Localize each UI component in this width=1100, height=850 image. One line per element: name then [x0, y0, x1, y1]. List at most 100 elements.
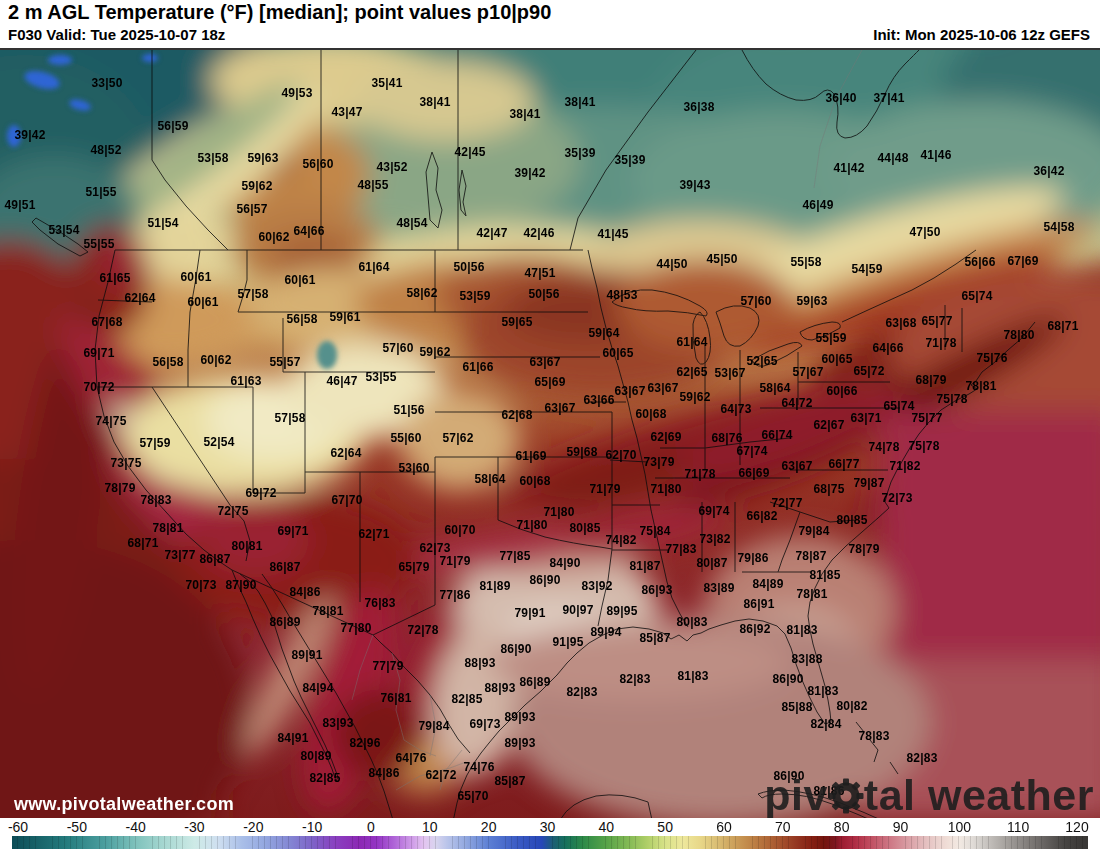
point-value: 62|67 [813, 418, 844, 432]
point-value: 70|72 [83, 380, 114, 394]
colorbar-tick-label: 0 [367, 819, 375, 835]
colorbar: -60-50-40-30-20-100102030405060708090100… [0, 818, 1100, 850]
point-value: 64|66 [872, 341, 903, 355]
point-value: 89|95 [606, 604, 637, 618]
point-value: 86|89 [519, 675, 550, 689]
point-value: 86|92 [739, 622, 770, 636]
point-value: 71|79 [439, 554, 470, 568]
header: 2 m AGL Temperature (°F) [median]; point… [0, 0, 1100, 48]
point-value: 77|83 [665, 542, 696, 556]
point-value: 57|67 [792, 365, 823, 379]
point-value: 62|73 [419, 541, 450, 555]
point-value: 47|51 [524, 266, 555, 280]
point-value: 39|43 [679, 178, 710, 192]
point-value: 71|80 [650, 482, 681, 496]
colorbar-tick-label: 120 [1065, 819, 1088, 835]
point-value: 79|91 [514, 606, 545, 620]
point-value: 62|65 [676, 365, 707, 379]
point-value: 73|77 [164, 548, 195, 562]
point-value: 63|67 [647, 381, 678, 395]
point-value: 66|74 [761, 428, 792, 442]
point-value: 64|73 [720, 402, 751, 416]
point-value: 78|87 [795, 549, 826, 563]
point-value: 81|85 [809, 568, 840, 582]
point-value: 79|86 [737, 551, 768, 565]
point-value: 84|86 [289, 585, 320, 599]
point-value: 53|59 [459, 289, 490, 303]
point-value: 54|59 [851, 262, 882, 276]
point-value: 68|71 [1047, 319, 1078, 333]
point-value: 63|67 [614, 384, 645, 398]
point-value: 84|94 [302, 681, 333, 695]
point-value: 61|64 [358, 260, 389, 274]
point-value: 51|55 [85, 185, 116, 199]
point-value: 60|65 [602, 346, 633, 360]
point-value: 83|89 [703, 581, 734, 595]
point-value: 59|62 [679, 390, 710, 404]
point-value: 43|52 [376, 160, 407, 174]
point-value: 88|93 [484, 681, 515, 695]
colorbar-tick-label: 70 [775, 819, 791, 835]
point-value: 58|62 [406, 286, 437, 300]
point-value: 84|89 [752, 577, 783, 591]
point-value: 66|82 [746, 509, 777, 523]
point-value: 57|59 [139, 436, 170, 450]
point-value: 75|78 [936, 392, 967, 406]
watermark-url: www.pivotalweather.com [14, 794, 234, 815]
point-value: 89|93 [504, 736, 535, 750]
point-value: 53|67 [714, 366, 745, 380]
point-value: 54|58 [1043, 220, 1074, 234]
point-value: 84|90 [549, 556, 580, 570]
point-value: 69|71 [277, 524, 308, 538]
colorbar-tick-label: -30 [184, 819, 204, 835]
point-value: 51|56 [393, 403, 424, 417]
temperature-field [0, 50, 1100, 818]
point-value: 61|64 [676, 335, 707, 349]
point-value: 57|62 [442, 431, 473, 445]
point-value: 78|81 [152, 521, 183, 535]
point-value: 71|78 [925, 336, 956, 350]
point-value: 72|75 [217, 504, 248, 518]
point-value: 79|84 [418, 719, 449, 733]
pivotal-weather-logo: piv tal weather [764, 774, 1094, 817]
colorbar-tick-label: 20 [481, 819, 497, 835]
point-value: 41|46 [920, 148, 951, 162]
point-value: 66|77 [828, 457, 859, 471]
point-value: 48|54 [396, 216, 427, 230]
point-value: 79|84 [798, 524, 829, 538]
point-value: 64|76 [395, 751, 426, 765]
point-value: 78|80 [1003, 328, 1034, 342]
point-value: 84|86 [368, 766, 399, 780]
point-value: 88|93 [464, 656, 495, 670]
logo-text-suffix: tal weather [864, 771, 1094, 818]
point-value: 52|65 [746, 354, 777, 368]
point-value: 71|79 [589, 482, 620, 496]
point-value: 72|77 [771, 496, 802, 510]
point-value: 60|61 [284, 273, 315, 287]
colorbar-cells [12, 836, 1088, 849]
point-value: 90|97 [562, 603, 593, 617]
point-value: 75|77 [911, 411, 942, 425]
map-area: 33|5049|5343|4739|4256|5948|5253|5859|63… [0, 48, 1100, 818]
point-value: 82|83 [566, 685, 597, 699]
point-value: 71|80 [516, 518, 547, 532]
point-value: 50|56 [528, 287, 559, 301]
point-value: 59|62 [241, 179, 272, 193]
point-value: 33|50 [91, 76, 122, 90]
point-value: 80|87 [696, 556, 727, 570]
point-value: 57|58 [237, 287, 268, 301]
point-value: 65|79 [398, 560, 429, 574]
point-value: 78|81 [796, 587, 827, 601]
point-value: 42|47 [476, 226, 507, 240]
colorbar-tick-label: 10 [422, 819, 438, 835]
point-value: 59|65 [501, 315, 532, 329]
logo-text-prefix: piv [764, 771, 828, 818]
point-value: 41|42 [833, 161, 864, 175]
point-value: 77|86 [439, 588, 470, 602]
point-value: 75|78 [908, 439, 939, 453]
point-value: 48|55 [357, 178, 388, 192]
point-value: 81|83 [786, 623, 817, 637]
point-value: 77|79 [372, 659, 403, 673]
colorbar-tick-label: -20 [243, 819, 263, 835]
point-value: 48|53 [606, 288, 637, 302]
